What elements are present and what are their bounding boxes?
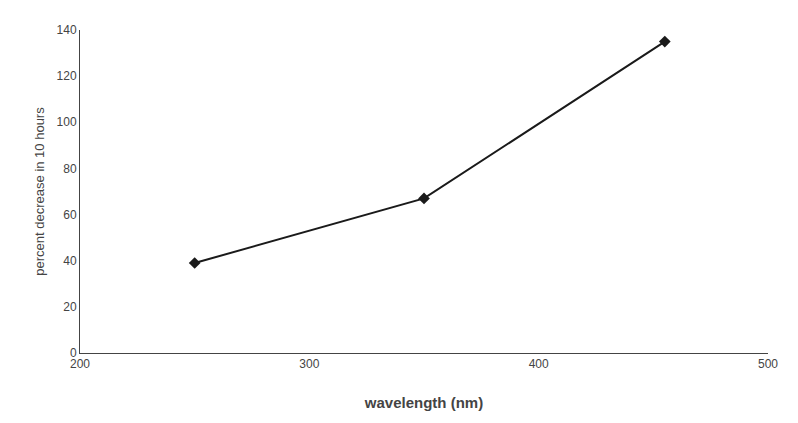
- svg-text:100: 100: [57, 115, 77, 129]
- svg-text:400: 400: [529, 357, 549, 371]
- svg-text:140: 140: [57, 23, 77, 37]
- svg-text:0: 0: [70, 346, 77, 360]
- svg-text:40: 40: [63, 254, 77, 268]
- svg-text:20: 20: [63, 300, 77, 314]
- svg-text:wavelength (nm): wavelength (nm): [364, 394, 483, 411]
- svg-text:500: 500: [758, 357, 778, 371]
- svg-text:120: 120: [57, 69, 77, 83]
- svg-text:80: 80: [63, 162, 77, 176]
- svg-text:200: 200: [70, 357, 90, 371]
- svg-text:percent decrease in 10 hours: percent decrease in 10 hours: [32, 107, 47, 276]
- svg-text:300: 300: [299, 357, 319, 371]
- svg-text:60: 60: [63, 208, 77, 222]
